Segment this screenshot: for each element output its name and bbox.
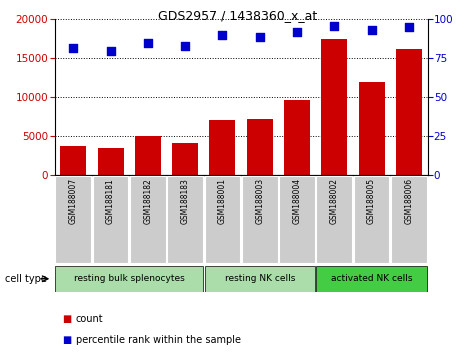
Bar: [93, 176, 128, 263]
Text: count: count: [76, 314, 104, 324]
Text: GSM188002: GSM188002: [330, 178, 339, 224]
Bar: [97, 148, 124, 175]
Point: [107, 48, 114, 53]
Bar: [209, 120, 236, 175]
Bar: [205, 266, 315, 292]
Text: GSM188006: GSM188006: [404, 178, 413, 224]
Bar: [135, 136, 161, 175]
Bar: [56, 266, 203, 292]
Point: [218, 32, 226, 38]
Text: GSM188005: GSM188005: [367, 178, 376, 224]
Bar: [172, 143, 198, 175]
Point: [256, 34, 264, 39]
Bar: [205, 176, 240, 263]
Bar: [56, 176, 91, 263]
Text: GSM188007: GSM188007: [69, 178, 78, 224]
Text: GSM188183: GSM188183: [180, 178, 190, 224]
Point: [293, 29, 301, 35]
Bar: [316, 176, 352, 263]
Bar: [321, 39, 347, 175]
Bar: [279, 176, 315, 263]
Point: [405, 24, 413, 30]
Bar: [167, 176, 203, 263]
Bar: [247, 119, 273, 175]
Point: [368, 28, 375, 33]
Text: GSM188182: GSM188182: [143, 178, 152, 224]
Point: [181, 43, 189, 49]
Bar: [354, 176, 390, 263]
Bar: [396, 49, 422, 175]
Point: [331, 23, 338, 29]
Text: cell type: cell type: [5, 274, 47, 284]
Point: [69, 45, 77, 50]
Text: GDS2957 / 1438360_x_at: GDS2957 / 1438360_x_at: [158, 9, 317, 22]
Bar: [316, 266, 427, 292]
Text: activated NK cells: activated NK cells: [331, 274, 412, 283]
Text: ■: ■: [62, 335, 71, 345]
Text: GSM188001: GSM188001: [218, 178, 227, 224]
Text: GSM188004: GSM188004: [293, 178, 302, 224]
Bar: [60, 145, 86, 175]
Text: GSM188181: GSM188181: [106, 178, 115, 224]
Text: resting bulk splenocytes: resting bulk splenocytes: [74, 274, 185, 283]
Point: [144, 40, 152, 46]
Bar: [359, 82, 385, 175]
Bar: [242, 176, 277, 263]
Bar: [284, 101, 310, 175]
Text: GSM188003: GSM188003: [255, 178, 264, 224]
Bar: [391, 176, 427, 263]
Text: resting NK cells: resting NK cells: [225, 274, 295, 283]
Text: percentile rank within the sample: percentile rank within the sample: [76, 335, 241, 345]
Bar: [130, 176, 166, 263]
Text: ■: ■: [62, 314, 71, 324]
